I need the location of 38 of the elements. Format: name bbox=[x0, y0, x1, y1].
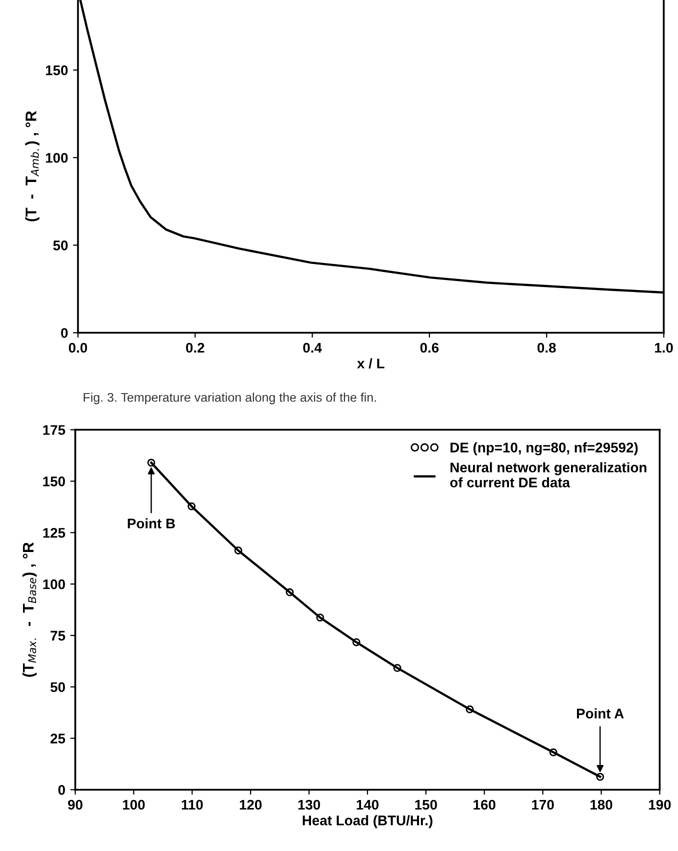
x-tick-label: 0.2 bbox=[186, 342, 204, 353]
y-axis-title: (T$_{Max.}$ - T$_{Base}$) , °R bbox=[22, 542, 37, 677]
y-tick-label: 50 bbox=[50, 682, 65, 692]
x-axis-title: x / L bbox=[357, 358, 384, 369]
x-tick-label: 160 bbox=[474, 800, 496, 810]
x-tick-label: 100 bbox=[122, 800, 145, 810]
y-axis-title: (T - T$_{Amb.}$) , °R bbox=[25, 111, 40, 222]
y-tick-label: 0 bbox=[58, 785, 65, 795]
x-tick-label: 0.4 bbox=[303, 342, 322, 353]
x-tick-label: 0.0 bbox=[68, 342, 88, 353]
y-tick-label: 150 bbox=[43, 476, 65, 486]
x-tick-label: 1.0 bbox=[654, 342, 673, 353]
x-tick-label: 190 bbox=[648, 800, 671, 810]
x-tick-label: 110 bbox=[182, 800, 203, 810]
y-tick-label: 150 bbox=[46, 65, 68, 76]
x-tick-label: 0.6 bbox=[420, 342, 439, 353]
x-tick-label: 170 bbox=[532, 800, 554, 810]
caption: Fig. 3. Temperature variation along the axis of the fin. bbox=[84, 392, 376, 404]
legend-label: DE (np=10, ng=80, nf=29592) bbox=[450, 442, 638, 456]
annotation: Point A bbox=[576, 708, 624, 718]
x-tick-label: 180 bbox=[590, 800, 612, 810]
legend-label: Neural network generalization of current DE data bbox=[450, 462, 646, 488]
x-tick-label: 130 bbox=[298, 800, 320, 810]
x-tick-label: 140 bbox=[356, 800, 378, 810]
y-tick-label: 125 bbox=[43, 528, 66, 538]
x-tick-label: 90 bbox=[68, 800, 82, 810]
annotation: Point B bbox=[128, 518, 175, 528]
x-tick-label: 150 bbox=[415, 800, 437, 810]
y-tick-label: 75 bbox=[50, 630, 66, 641]
y-tick-label: 25 bbox=[50, 734, 66, 744]
y-tick-label: 100 bbox=[46, 152, 68, 163]
y-tick-label: 50 bbox=[53, 240, 68, 250]
y-tick-label: 175 bbox=[43, 425, 66, 435]
y-tick-label: 100 bbox=[43, 579, 65, 590]
x-tick-label: 120 bbox=[240, 800, 262, 810]
x-tick-label: 0.8 bbox=[538, 342, 556, 353]
x-axis-title: Heat Load (BTU/Hr.) bbox=[302, 815, 432, 828]
y-tick-label: 0 bbox=[61, 328, 68, 338]
